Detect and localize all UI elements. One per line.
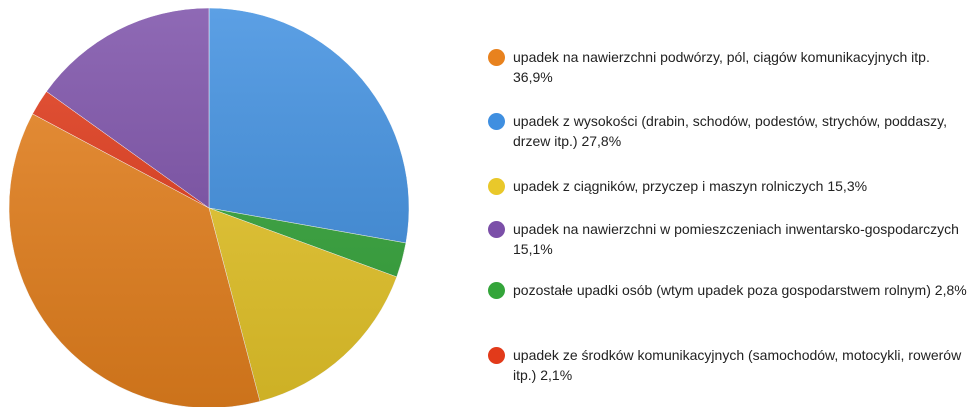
legend-text: upadek na nawierzchni podwórzy, pól, cią… (513, 47, 968, 87)
legend-label: upadek z wysokości (drabin, schodów, pod… (513, 113, 947, 149)
legend-entry: upadek z ciągników, przyczep i maszyn ro… (488, 176, 968, 196)
legend-swatch (488, 178, 505, 195)
legend-entry: upadek na nawierzchni w pomieszczeniach … (488, 219, 968, 259)
legend-label: pozostałe upadki osób (wtym upadek poza … (513, 282, 931, 298)
legend-entry: upadek na nawierzchni podwórzy, pól, cią… (488, 47, 968, 87)
legend-swatch (488, 282, 505, 299)
value-label: 15,3% (827, 178, 868, 194)
legend-swatch (488, 113, 505, 130)
pie-slice (208, 7, 410, 244)
value-label: 36,9% (513, 69, 553, 85)
value-label: 2,8% (934, 282, 967, 298)
legend-text: pozostałe upadki osób (wtym upadek poza … (513, 280, 968, 300)
legend-label: upadek z ciągników, przyczep i maszyn ro… (513, 178, 824, 194)
legend-swatch (488, 221, 505, 238)
value-label: 15,1% (513, 241, 553, 257)
legend-swatch (488, 347, 505, 364)
legend-text: upadek na nawierzchni w pomieszczeniach … (513, 219, 968, 259)
value-label: 2,1% (540, 367, 573, 383)
legend-label: upadek ze środków komunikacyjnych (samoc… (513, 347, 962, 383)
legend-label: upadek na nawierzchni podwórzy, pól, cią… (513, 49, 930, 65)
value-label: 27,8% (581, 133, 622, 149)
legend-swatch (488, 49, 505, 66)
legend-text: upadek z ciągników, przyczep i maszyn ro… (513, 176, 968, 196)
legend-text: upadek z wysokości (drabin, schodów, pod… (513, 111, 968, 151)
legend-entry: upadek ze środków komunikacyjnych (samoc… (488, 345, 968, 385)
legend-label: upadek na nawierzchni w pomieszczeniach … (513, 221, 959, 237)
legend-text: upadek ze środków komunikacyjnych (samoc… (513, 345, 968, 385)
legend-entry: upadek z wysokości (drabin, schodów, pod… (488, 111, 968, 151)
legend-entry: pozostałe upadki osób (wtym upadek poza … (488, 280, 968, 300)
